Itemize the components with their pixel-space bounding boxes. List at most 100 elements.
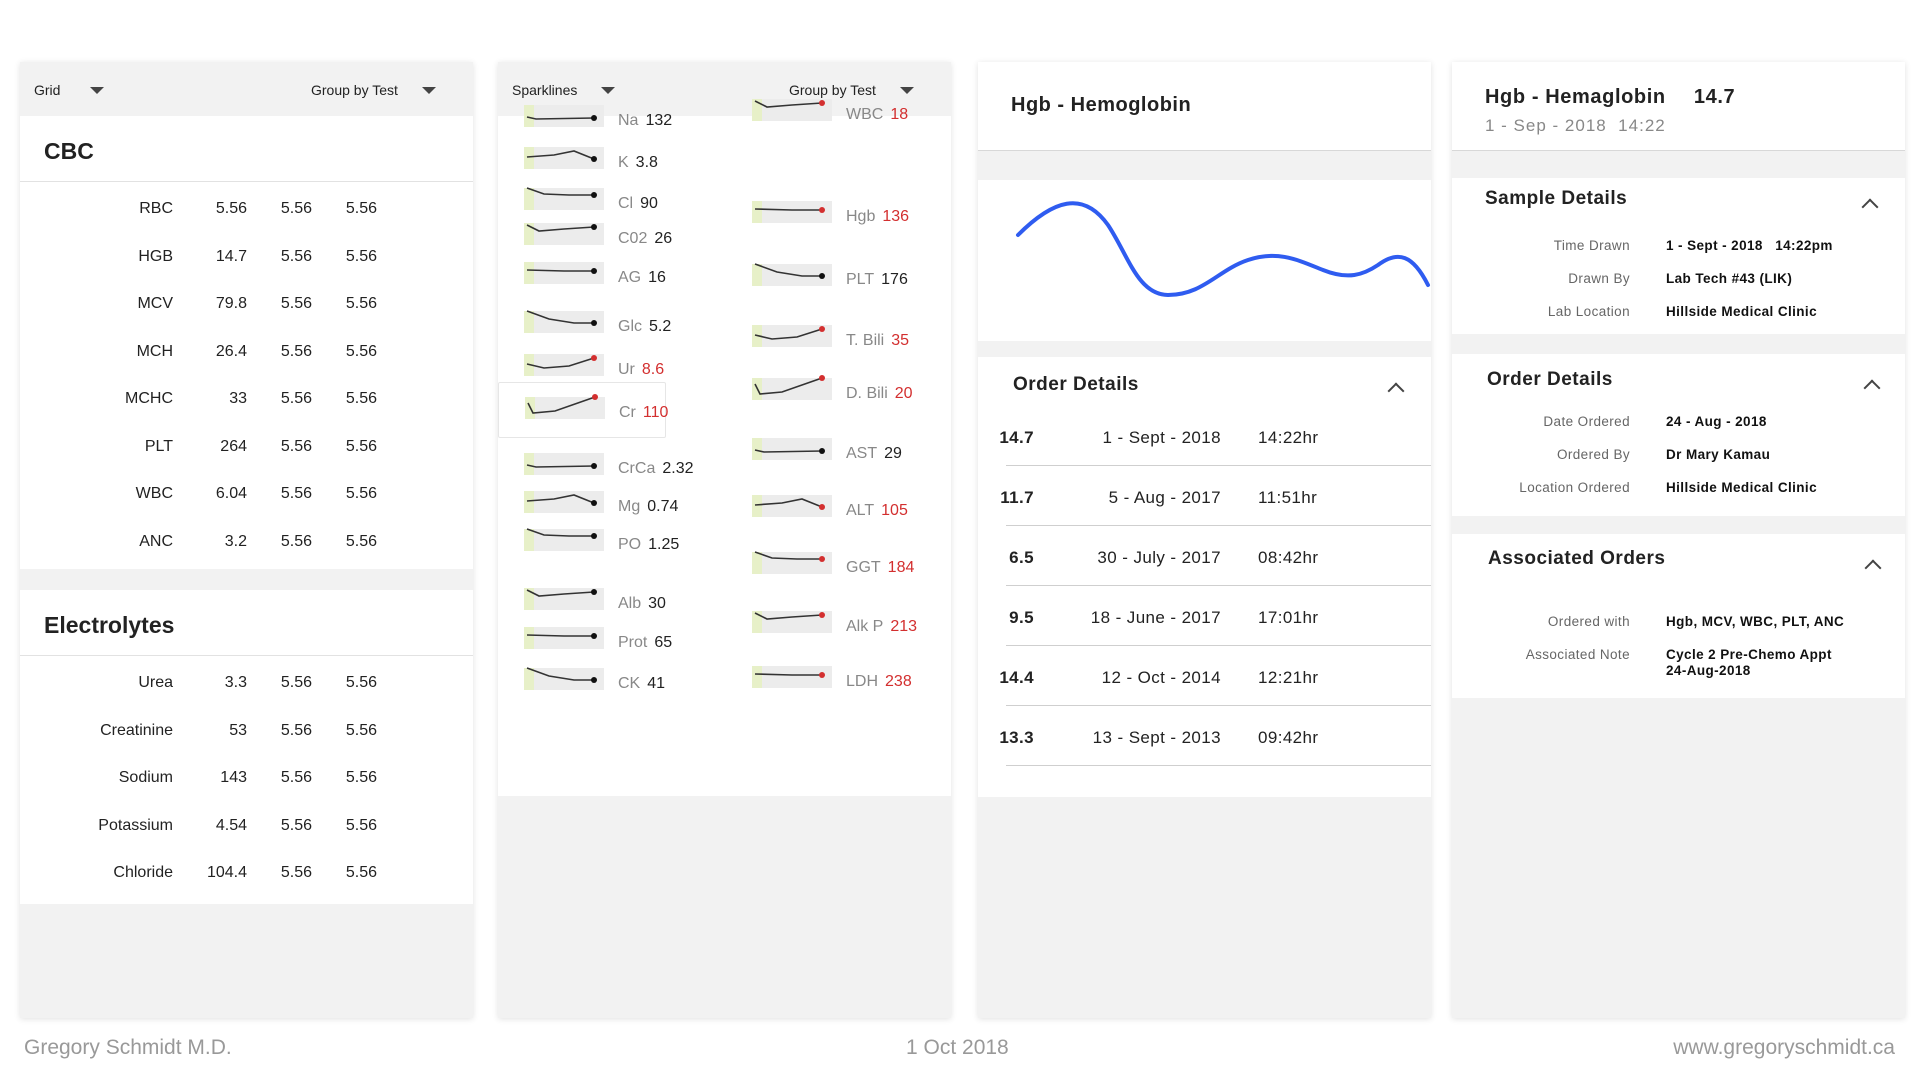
grid-row[interactable]: Urea 3.3 5.56 5.56 (20, 660, 473, 708)
sparkline-chart (525, 394, 605, 419)
sparkline-ggt[interactable]: GGT 184 (726, 546, 941, 586)
trend-panel: Hgb - Hemoglobin Order Details 14.7 1 - S… (978, 62, 1431, 1018)
sparkline-cr[interactable]: Cr 110 (498, 382, 668, 438)
test-name: Na (618, 112, 639, 129)
sparkline-prot[interactable]: Prot 65 (498, 621, 713, 661)
sparkline-alkp[interactable]: Alk P 213 (726, 605, 941, 645)
sparkline-range-band (752, 438, 832, 460)
test-name: Potassium (98, 816, 173, 834)
grid-row[interactable]: WBC 6.04 5.56 5.56 (20, 471, 473, 519)
sparkline-normal-band (524, 668, 534, 690)
sparkline-glc[interactable]: Glc 5.2 (498, 305, 713, 345)
grid-row[interactable]: Chloride 104.4 5.56 5.56 (20, 850, 473, 898)
detail-key: Date Ordered (1543, 414, 1630, 429)
sparkline-label: K 3.8 (618, 154, 658, 172)
chevron-up-icon[interactable] (1387, 382, 1405, 400)
view-select-label: Sparklines (512, 82, 578, 98)
order-row[interactable]: 6.5 30 - July - 2017 08:42hr (1006, 527, 1431, 586)
grid-row[interactable]: MCH 26.4 5.56 5.56 (20, 329, 473, 377)
grid-row[interactable]: Creatinine 53 5.56 5.56 (20, 708, 473, 756)
test-value: 5.56 (280, 437, 312, 455)
test-name: CrCa (618, 460, 656, 477)
view-select[interactable]: Grid (34, 82, 105, 98)
order-row[interactable]: 14.7 1 - Sept - 2018 14:22hr (999, 407, 1431, 466)
sparkline-po[interactable]: PO 1.25 (498, 523, 713, 563)
sparkline-k[interactable]: K 3.8 (498, 141, 713, 181)
test-name: GGT (846, 559, 881, 576)
test-value: 5.56 (280, 485, 312, 502)
order-date: 18 - June - 2017 (1090, 608, 1221, 627)
trend-header: Hgb - Hemoglobin (978, 62, 1431, 151)
sparkline-label: AST 29 (846, 445, 902, 463)
sparkline-cl[interactable]: Cl 90 (498, 182, 713, 222)
test-name: C02 (618, 230, 648, 247)
order-row[interactable]: 9.5 18 - June - 2017 17:01hr (1006, 587, 1431, 646)
test-name: PO (618, 536, 642, 553)
test-value: 53 (229, 721, 247, 739)
cbc-rows: RBC 5.56 5.56 5.56 HGB 14.7 5.56 5.56 MCV 79.8 5.5… (20, 182, 473, 566)
grid-row[interactable]: MCHC 33 5.56 5.56 (20, 376, 473, 424)
sparkline-tbili[interactable]: T. Bili 35 (726, 319, 941, 359)
test-value: 5.56 (280, 769, 312, 786)
test-value: 184 (887, 559, 915, 576)
order-details-title: Order Details (1487, 369, 1613, 390)
test-value: 5.56 (280, 295, 312, 312)
grid-row[interactable]: Sodium 143 5.56 5.56 (20, 755, 473, 803)
sparkline-normal-band (524, 588, 534, 610)
sparkline-ldh[interactable]: LDH 238 (726, 660, 941, 700)
sparkline-crca[interactable]: CrCa 2.32 (498, 447, 713, 487)
order-time: 17:01hr (1258, 608, 1319, 627)
caret-down-icon (421, 86, 436, 94)
sparkline-ck[interactable]: CK 41 (498, 662, 713, 702)
sparkline-range-band (524, 105, 604, 127)
group-select[interactable]: Group by Test (789, 82, 914, 98)
grid-row[interactable]: Potassium 4.54 5.56 5.56 (20, 803, 473, 851)
chevron-up-icon[interactable] (1863, 379, 1881, 397)
sparkline-wbc[interactable]: WBC 18 (726, 93, 941, 133)
grid-row[interactable]: HGB 14.7 5.56 5.56 (20, 234, 473, 282)
sparkline-c02[interactable]: C02 26 (498, 217, 713, 257)
chevron-up-icon[interactable] (1864, 559, 1882, 577)
test-value: 105 (881, 502, 908, 519)
sparkline-label: Cl 90 (618, 195, 658, 213)
footer-author: Gregory Schmidt M.D. (24, 1036, 232, 1059)
group-select[interactable]: Group by Test (311, 82, 436, 98)
sparkline-chart (524, 528, 604, 551)
order-row[interactable]: 14.4 12 - Oct - 2014 12:21hr (999, 647, 1431, 706)
sparkline-last-point (591, 320, 597, 326)
grid-row[interactable]: ANC 3.2 5.56 5.56 (20, 519, 473, 567)
sparkline-alb[interactable]: Alb 30 (498, 582, 713, 622)
sparkline-range-band (524, 223, 604, 245)
sparkline-ag[interactable]: AG 16 (498, 256, 713, 296)
sparkline-plt[interactable]: PLT 176 (726, 258, 941, 298)
sparkline-mg[interactable]: Mg 0.74 (498, 485, 713, 525)
sparkline-label: D. Bili 20 (846, 385, 913, 403)
test-name: RBC (139, 200, 173, 217)
electrolytes-card: Electrolytes Urea 3.3 5.56 5.56 Creatinine 53… (20, 590, 473, 904)
grid-row[interactable]: MCV 79.8 5.56 5.56 (20, 281, 473, 329)
sparkline-range-band (752, 495, 832, 517)
sparkline-hgb[interactable]: Hgb 136 (726, 195, 941, 235)
sparkline-dbili[interactable]: D. Bili 20 (726, 372, 941, 412)
sparkline-last-point (592, 394, 598, 400)
test-value: 5.2 (649, 318, 672, 335)
sparkline-ur[interactable]: Ur 8.6 (498, 348, 713, 388)
order-row[interactable]: 11.7 5 - Aug - 2017 11:51hr (1000, 467, 1431, 526)
chevron-up-icon[interactable] (1861, 198, 1879, 216)
sparkline-alt[interactable]: ALT 105 (726, 489, 941, 529)
trend-title: Hgb - Hemoglobin (1011, 94, 1192, 116)
sparkline-trend (754, 498, 823, 508)
footer-website[interactable]: www.gregoryschmidt.ca (1673, 1036, 1895, 1059)
order-date: 13 - Sept - 2013 (1092, 728, 1221, 747)
sparkline-chart (752, 263, 832, 286)
sparkline-range-band (524, 147, 604, 169)
test-value: 5.56 (345, 816, 377, 834)
grid-row[interactable]: RBC 5.56 5.56 5.56 (20, 186, 473, 234)
sparkline-na[interactable]: Na 132 (498, 99, 713, 139)
test-name: Cl (618, 195, 634, 212)
sparkline-ast[interactable]: AST 29 (726, 432, 941, 472)
order-row[interactable]: 13.3 13 - Sept - 2013 09:42hr (999, 707, 1431, 766)
view-select[interactable]: Sparklines (512, 82, 616, 98)
grid-row[interactable]: PLT 264 5.56 5.56 (20, 424, 473, 472)
sparkline-normal-band (524, 627, 534, 649)
